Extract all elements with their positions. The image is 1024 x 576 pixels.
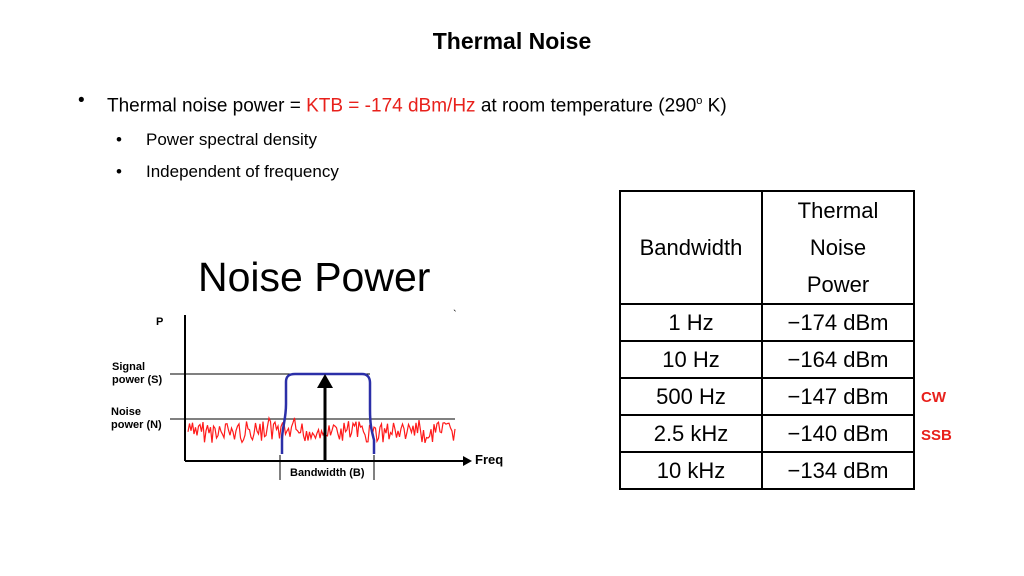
power-cell: −164 dBm bbox=[761, 340, 915, 379]
degree-superscript: o bbox=[696, 95, 703, 107]
header-power-line2: Noise bbox=[809, 235, 867, 260]
power-cell: −174 dBm bbox=[761, 303, 915, 342]
noise-label-line2: power (N) bbox=[111, 419, 162, 431]
noise-label-line1: Noise bbox=[111, 406, 141, 418]
signal-label-line1: Signal bbox=[112, 361, 145, 373]
header-thermal-noise-power: Thermal Noise Power bbox=[761, 190, 915, 305]
sub-bullet-frequency: Independent of frequency bbox=[116, 161, 727, 183]
bandwidth-label: Bandwidth (B) bbox=[290, 467, 365, 479]
figure-title: Noise Power bbox=[198, 254, 430, 300]
header-power-line1: Thermal bbox=[797, 198, 879, 223]
bullet-text-prefix: Thermal noise power = bbox=[107, 95, 307, 117]
x-axis-label: Freq bbox=[475, 452, 503, 467]
bullet-text-end: K) bbox=[702, 95, 727, 117]
noise-trace bbox=[187, 415, 456, 444]
slide-title: Thermal Noise bbox=[432, 28, 592, 54]
bandwidth-cell: 500 Hz bbox=[619, 377, 763, 416]
bandwidth-cell: 1 Hz bbox=[619, 303, 763, 342]
filter-passband bbox=[280, 372, 376, 454]
header-power-line3: Power bbox=[806, 272, 870, 297]
power-cell: −134 dBm bbox=[761, 451, 915, 490]
x-axis-arrow-icon bbox=[463, 456, 472, 466]
sub-bullet-psd: Power spectral density bbox=[116, 129, 727, 151]
table-row: 500 Hz −147 dBm bbox=[619, 377, 915, 416]
table-row: 10 Hz −164 dBm bbox=[619, 340, 915, 379]
ktb-formula: KTB = -174 dBm/Hz bbox=[306, 95, 476, 117]
tag-ssb: SSB bbox=[921, 427, 952, 444]
table-row: 1 Hz −174 dBm bbox=[619, 303, 915, 342]
signal-label-line2: power (S) bbox=[112, 374, 162, 386]
noise-power-table: Bandwidth Thermal Noise Power 1 Hz −174 dBm… bbox=[619, 190, 915, 490]
table-row: 2.5 kHz −140 dBm bbox=[619, 414, 915, 453]
y-axis-label: P bbox=[156, 316, 163, 328]
stray-mark: ` bbox=[453, 309, 457, 321]
header-bandwidth: Bandwidth bbox=[619, 190, 763, 305]
power-cell: −147 dBm bbox=[761, 377, 915, 416]
bandwidth-cell: 2.5 kHz bbox=[619, 414, 763, 453]
power-cell: −140 dBm bbox=[761, 414, 915, 453]
bullet-text-suffix: at room temperature (290 bbox=[475, 95, 697, 117]
table-row: 10 kHz −134 dBm bbox=[619, 451, 915, 490]
signal-arrow-icon bbox=[317, 374, 333, 388]
tag-cw: CW bbox=[921, 389, 946, 406]
bandwidth-cell: 10 Hz bbox=[619, 340, 763, 379]
bandwidth-cell: 10 kHz bbox=[619, 451, 763, 490]
bullet-list: Thermal noise power = KTB = -174 dBm/Hz … bbox=[78, 88, 727, 183]
bullet-thermal-noise-power: Thermal noise power = KTB = -174 dBm/Hz … bbox=[78, 88, 727, 119]
table-header-row: Bandwidth Thermal Noise Power bbox=[619, 190, 915, 305]
